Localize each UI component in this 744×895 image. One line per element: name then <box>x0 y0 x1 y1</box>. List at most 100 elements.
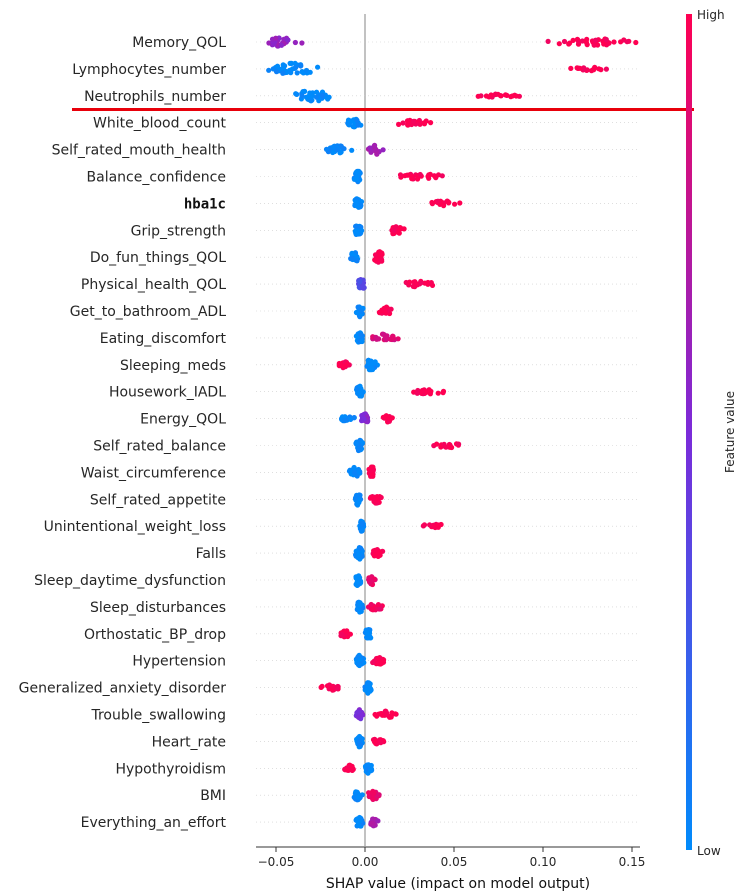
shap-point <box>375 655 381 661</box>
shap-point <box>287 68 293 75</box>
feature-label: Balance_confidence <box>87 170 226 186</box>
x-tick-label: 0.10 <box>530 855 557 869</box>
shap-point <box>271 41 277 47</box>
shap-point <box>314 89 320 95</box>
shap-point <box>355 573 361 580</box>
shap-point <box>368 578 374 584</box>
shap-point <box>364 689 370 695</box>
shap-point <box>375 818 381 824</box>
shap-point <box>405 122 411 128</box>
shap-point <box>344 628 350 634</box>
shap-point <box>365 680 371 686</box>
shap-point <box>513 93 519 99</box>
shap-point <box>449 444 455 451</box>
shap-point <box>370 472 376 478</box>
x-tick-label: 0.15 <box>619 855 646 869</box>
shap-point <box>354 174 360 180</box>
shap-point <box>352 495 359 501</box>
shap-point <box>354 258 360 264</box>
shap-point <box>344 767 350 773</box>
shap-point <box>359 528 365 534</box>
shap-point <box>331 684 337 690</box>
shap-point <box>483 93 489 99</box>
feature-label: Eating_discomfort <box>100 331 227 347</box>
shap-point <box>415 176 421 182</box>
shap-point <box>576 39 582 46</box>
shap-point <box>354 169 360 175</box>
shap-point <box>410 283 416 289</box>
shap-point <box>319 93 325 99</box>
shap-point <box>556 41 562 47</box>
shap-point <box>355 794 361 800</box>
shap-point <box>357 383 363 389</box>
feature-row: BMI <box>200 788 640 804</box>
shap-point <box>340 633 346 639</box>
feature-label: Self_rated_mouth_health <box>52 143 226 159</box>
feature-label: Neutrophils_number <box>84 89 226 105</box>
feature-row: Neutrophils_number <box>84 88 640 105</box>
shap-point <box>373 147 379 153</box>
shap-point <box>434 441 440 447</box>
feature-row: Get_to_bathroom_ADL <box>70 304 640 320</box>
feature-row: Memory_QOL <box>132 35 640 51</box>
feature-label: Get_to_bathroom_ADL <box>70 304 226 320</box>
shap-point <box>350 252 356 258</box>
shap-point <box>370 607 376 613</box>
shap-point <box>357 390 363 396</box>
feature-row: Grip_strength <box>131 223 640 239</box>
shap-point <box>438 521 444 528</box>
feature-row: Waist_circumference <box>81 464 640 481</box>
feature-label: White_blood_count <box>93 116 227 132</box>
shap-point <box>545 38 551 45</box>
shap-point <box>342 418 348 424</box>
shap-point <box>396 121 402 127</box>
shap-point <box>335 683 341 690</box>
feature-label: Heart_rate <box>152 734 226 750</box>
feature-row: Hypertension <box>132 652 640 670</box>
shap-point <box>414 390 420 396</box>
shap-point <box>346 122 352 128</box>
colorbar-low-label: Low <box>697 844 721 858</box>
shap-point <box>358 332 364 338</box>
shap-point <box>273 35 279 41</box>
shap-point <box>370 659 376 666</box>
x-axis-ticks: −0.05 0.00 0.05 0.10 0.15 <box>258 847 646 869</box>
shap-point <box>353 199 359 205</box>
feature-row: Sleep_daytime_dysfunction <box>34 573 640 589</box>
feature-label: BMI <box>200 788 226 804</box>
shap-point <box>611 39 617 45</box>
shap-point <box>349 255 356 262</box>
shap-point <box>387 416 393 422</box>
shap-point <box>370 464 376 470</box>
feature-label: Hypothyroidism <box>115 761 226 777</box>
shap-point <box>356 737 362 744</box>
shap-point <box>372 711 378 718</box>
shap-point <box>432 174 439 180</box>
shap-point <box>624 39 630 45</box>
shap-point <box>382 335 388 341</box>
feature-row: Generalized_anxiety_disorder <box>19 680 640 697</box>
shap-point <box>417 171 423 178</box>
shap-point <box>390 335 397 341</box>
feature-label: Hypertension <box>132 654 226 670</box>
feature-row: White_blood_count <box>93 116 640 132</box>
shap-point <box>349 767 355 774</box>
feature-row: Hypothyroidism <box>115 761 640 777</box>
feature-row: Orthostatic_BP_drop <box>84 627 640 643</box>
shap-point <box>299 93 305 99</box>
shap-point <box>359 338 365 345</box>
shap-point <box>273 69 280 75</box>
shap-point <box>383 414 389 420</box>
shap-point <box>418 280 424 286</box>
feature-label: Sleep_daytime_dysfunction <box>34 573 226 589</box>
feature-label: Lymphocytes_number <box>72 62 226 78</box>
feature-label: Trouble_swallowing <box>90 708 226 724</box>
shap-point <box>378 257 384 263</box>
shap-point <box>388 714 394 720</box>
shap-point <box>376 549 382 555</box>
shap-point <box>584 67 590 73</box>
shap-point <box>407 279 413 285</box>
shap-point <box>372 551 378 558</box>
shap-point <box>427 522 433 528</box>
feature-label: Physical_health_QOL <box>81 277 226 293</box>
